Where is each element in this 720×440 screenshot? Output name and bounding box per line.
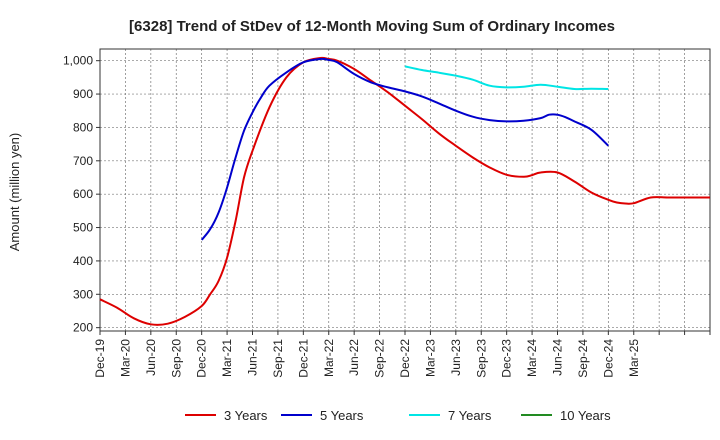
y-tick-label: 800 <box>73 120 93 134</box>
x-tick-label: Mar-22 <box>322 339 336 377</box>
y-tick-label: 400 <box>73 254 93 268</box>
x-tick-label: Jun-21 <box>246 339 260 376</box>
y-tick-label: 1,000 <box>63 54 93 68</box>
legend-label-5-years: 5 Years <box>320 408 364 423</box>
x-tick-label: Mar-23 <box>423 339 437 377</box>
y-axis-label: Amount (million yen) <box>7 133 22 252</box>
x-tick-label: Sep-21 <box>271 339 285 378</box>
legend-item-3-years: 3 Years <box>185 408 268 423</box>
legend: 3 Years 5 Years 7 Years 10 Years <box>185 408 611 423</box>
grid <box>100 49 710 331</box>
x-tick-label: Dec-21 <box>296 339 310 378</box>
y-tick-label: 900 <box>73 87 93 101</box>
legend-label-10-years: 10 Years <box>560 408 611 423</box>
x-tick-label: Mar-25 <box>627 339 641 377</box>
x-tick-label: Sep-24 <box>576 339 590 378</box>
legend-label-3-years: 3 Years <box>224 408 268 423</box>
y-tick-label: 200 <box>73 321 93 335</box>
x-tick-label: Dec-20 <box>195 339 209 378</box>
x-tick-label: Sep-22 <box>373 339 387 378</box>
series-line-3-years <box>99 56 710 326</box>
y-tick-label: 700 <box>73 154 93 168</box>
x-tick-label: Jun-22 <box>347 339 361 376</box>
y-tick-label: 300 <box>73 287 93 301</box>
y-tick-label: 600 <box>73 187 93 201</box>
x-axis-ticks: Dec-19 Mar-20 Jun-20 Sep-20 Dec-20 Mar-21 Jun-… <box>93 331 711 378</box>
x-tick-label: Sep-23 <box>474 339 488 378</box>
x-tick-label: Dec-23 <box>500 339 514 378</box>
legend-item-10-years: 10 Years <box>521 408 611 423</box>
x-tick-label: Dec-19 <box>93 339 107 378</box>
x-tick-label: Mar-24 <box>525 339 539 377</box>
x-tick-label: Jun-20 <box>144 339 158 376</box>
y-axis-ticks: 200 300 400 500 600 700 800 900 1,000 <box>63 54 100 335</box>
x-tick-label: Jun-23 <box>449 339 463 376</box>
series-layer <box>99 56 710 326</box>
series-line-5-years <box>200 57 609 241</box>
x-tick-label: Mar-20 <box>118 339 132 377</box>
x-tick-label: Dec-24 <box>601 339 615 378</box>
series-line-7-years <box>404 65 609 91</box>
y-tick-label: 500 <box>73 221 93 235</box>
legend-item-5-years: 5 Years <box>281 408 364 423</box>
legend-item-7-years: 7 Years <box>409 408 492 423</box>
x-tick-label: Dec-22 <box>398 339 412 378</box>
x-tick-label: Sep-20 <box>169 339 183 378</box>
chart-title: [6328] Trend of StDev of 12-Month Moving… <box>129 18 615 35</box>
x-tick-label: Mar-21 <box>220 339 234 377</box>
x-tick-label: Jun-24 <box>551 339 565 376</box>
legend-label-7-years: 7 Years <box>448 408 492 423</box>
